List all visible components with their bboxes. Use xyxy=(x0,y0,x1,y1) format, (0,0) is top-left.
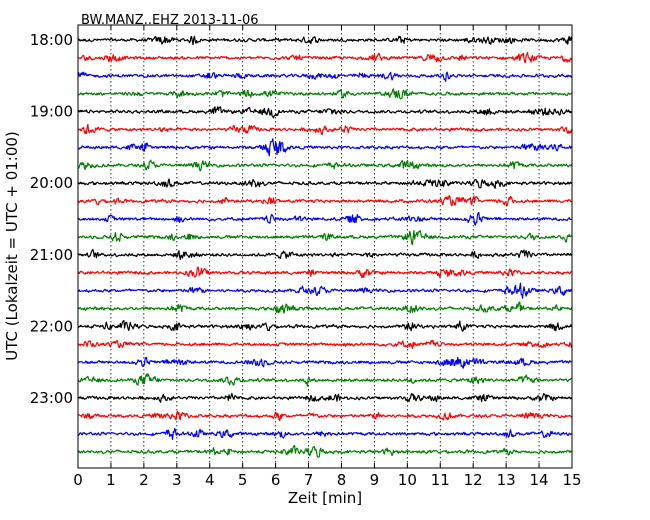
trace-row-20 xyxy=(77,392,573,403)
plot-frame xyxy=(77,24,573,469)
x-tick-label: 3 xyxy=(172,471,182,489)
trace-row-9 xyxy=(77,195,573,207)
y-tick-label: 20:00 xyxy=(30,174,73,192)
x-tick-label: 12 xyxy=(464,471,483,489)
trace-row-18 xyxy=(77,356,573,369)
y-axis-label: UTC (Lokalzeit = UTC + 01:00) xyxy=(3,131,21,361)
trace-row-5 xyxy=(77,123,573,136)
y-tick-label: 18:00 xyxy=(30,31,73,49)
trace-row-19 xyxy=(77,373,573,387)
trace-row-1 xyxy=(77,51,573,64)
x-tick-label: 14 xyxy=(530,471,549,489)
x-tick-label: 7 xyxy=(304,471,314,489)
trace-row-0 xyxy=(77,35,573,46)
trace-row-8 xyxy=(77,178,573,189)
y-tick-label: 22:00 xyxy=(30,317,73,335)
trace-row-7 xyxy=(77,159,573,172)
x-tick-label: 11 xyxy=(431,471,450,489)
trace-row-3 xyxy=(77,88,573,100)
x-tick-label: 0 xyxy=(73,471,83,489)
trace-row-15 xyxy=(77,301,573,314)
x-tick-label: 6 xyxy=(271,471,281,489)
x-tick-label: 13 xyxy=(497,471,516,489)
y-tick-label: 19:00 xyxy=(30,103,73,121)
x-tick-label: 1 xyxy=(106,471,116,489)
trace-row-6 xyxy=(77,138,573,157)
y-axis-ticks: 18:00 19:00 20:00 21:00 22:00 23:00 xyxy=(30,31,572,407)
trace-row-14 xyxy=(77,282,573,299)
trace-row-21 xyxy=(77,410,573,422)
trace-row-13 xyxy=(77,266,573,279)
x-tick-label: 4 xyxy=(205,471,215,489)
trace-row-22 xyxy=(77,427,573,441)
seismic-traces xyxy=(77,35,573,458)
x-axis-label: Zeit [min] xyxy=(288,489,362,507)
y-tick-label: 21:00 xyxy=(30,246,73,264)
x-tick-label: 2 xyxy=(139,471,149,489)
trace-row-16 xyxy=(77,319,573,332)
trace-row-12 xyxy=(77,248,573,260)
x-tick-label: 5 xyxy=(238,471,248,489)
trace-row-4 xyxy=(77,106,573,119)
vertical-gridlines xyxy=(110,25,540,468)
x-tick-label: 10 xyxy=(398,471,417,489)
x-axis-ticks: 0 1 2 3 4 5 6 7 8 9 10 11 12 13 14 15 xyxy=(73,25,582,489)
trace-row-17 xyxy=(77,339,573,350)
y-tick-label: 23:00 xyxy=(30,389,73,407)
x-tick-label: 8 xyxy=(337,471,347,489)
trace-row-2 xyxy=(77,71,573,82)
trace-row-10 xyxy=(77,211,573,226)
x-tick-label: 9 xyxy=(370,471,380,489)
trace-row-11 xyxy=(77,229,573,246)
chart-title: BW.MANZ..EHZ 2013-11-06 xyxy=(81,13,259,28)
trace-row-23 xyxy=(77,444,573,458)
x-tick-label: 15 xyxy=(562,471,581,489)
